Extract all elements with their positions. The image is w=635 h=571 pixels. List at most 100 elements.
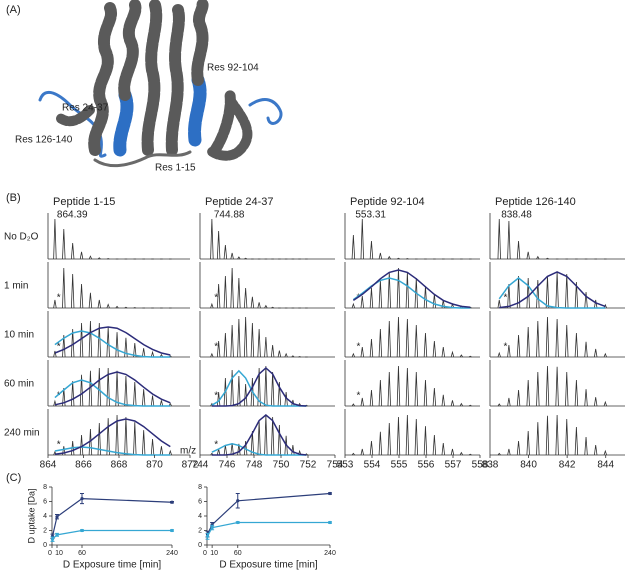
column-title: Peptide 1-15 bbox=[53, 196, 115, 208]
peak bbox=[536, 422, 540, 456]
peak bbox=[243, 440, 248, 456]
fit-curve bbox=[211, 366, 307, 407]
peak bbox=[168, 449, 172, 456]
row-label: No D₂O bbox=[4, 232, 39, 243]
fit-curve bbox=[352, 269, 471, 308]
point bbox=[170, 500, 174, 504]
peak bbox=[603, 449, 608, 456]
peak bbox=[396, 365, 401, 407]
peak bbox=[223, 332, 228, 358]
peak bbox=[277, 381, 282, 407]
peak bbox=[133, 381, 137, 407]
x-tick-label: 746 bbox=[219, 460, 236, 471]
peak bbox=[545, 257, 549, 260]
y-tick-label: 2 bbox=[198, 527, 202, 534]
peak bbox=[450, 350, 455, 358]
peak bbox=[351, 234, 356, 260]
peak bbox=[360, 295, 364, 309]
x-tick-label: 744 bbox=[192, 460, 209, 471]
peak bbox=[459, 451, 464, 456]
point bbox=[236, 520, 240, 525]
peak bbox=[159, 353, 164, 358]
protein-structure bbox=[38, 0, 283, 168]
x-tick-label: 838 bbox=[482, 460, 499, 471]
peak bbox=[507, 283, 511, 309]
x-tick-label: 750 bbox=[273, 460, 290, 471]
peak-label: 553.31 bbox=[355, 210, 386, 221]
peak bbox=[284, 435, 288, 456]
peak bbox=[159, 400, 164, 407]
peak bbox=[168, 402, 172, 407]
point bbox=[328, 520, 332, 525]
peak bbox=[468, 453, 472, 456]
point bbox=[236, 499, 240, 503]
peak bbox=[70, 328, 75, 358]
peak bbox=[351, 452, 355, 456]
peak bbox=[516, 334, 521, 358]
peak bbox=[507, 397, 511, 407]
column-title: Peptide 24-37 bbox=[205, 196, 274, 208]
peak bbox=[284, 391, 288, 407]
peak bbox=[210, 302, 214, 309]
peak bbox=[459, 354, 464, 358]
note: * bbox=[503, 293, 507, 304]
fit-curve bbox=[54, 326, 171, 356]
x-tick-label: 557 bbox=[445, 460, 462, 471]
fit-curve bbox=[499, 271, 606, 309]
peak bbox=[405, 414, 410, 456]
peak bbox=[250, 296, 255, 309]
peak bbox=[555, 318, 559, 358]
peak bbox=[584, 436, 588, 456]
point bbox=[80, 497, 84, 501]
note: * bbox=[357, 391, 361, 402]
peak bbox=[270, 344, 275, 358]
point bbox=[80, 528, 84, 533]
x-tick-label: 748 bbox=[246, 460, 263, 471]
row-label: 10 min bbox=[4, 330, 34, 341]
peak bbox=[70, 273, 75, 309]
peak bbox=[414, 418, 418, 456]
point bbox=[328, 491, 332, 496]
fit-curve bbox=[211, 414, 307, 456]
peak bbox=[387, 371, 391, 407]
peak bbox=[526, 430, 530, 456]
peak bbox=[124, 306, 128, 309]
peak bbox=[250, 430, 255, 456]
peak bbox=[270, 371, 275, 407]
fit-curve bbox=[54, 371, 171, 406]
peak bbox=[264, 336, 268, 358]
peak-label: 864.39 bbox=[57, 210, 88, 221]
peak bbox=[396, 267, 401, 309]
peak bbox=[565, 371, 569, 407]
peak bbox=[351, 403, 356, 407]
peak bbox=[360, 218, 364, 260]
x-tick-label: 10 bbox=[55, 550, 63, 557]
peak bbox=[545, 275, 550, 309]
x-tick-label: 60 bbox=[234, 550, 242, 557]
peak bbox=[210, 352, 214, 358]
peak-label: 838.48 bbox=[501, 210, 532, 221]
peak bbox=[396, 416, 401, 456]
peak bbox=[536, 255, 540, 260]
peak bbox=[351, 352, 356, 358]
note: * bbox=[57, 440, 61, 451]
peak bbox=[536, 371, 540, 407]
peak bbox=[230, 369, 234, 407]
peak bbox=[584, 291, 588, 309]
x-tick-label: 754 bbox=[327, 460, 344, 471]
peak bbox=[351, 302, 356, 309]
peak bbox=[97, 367, 101, 407]
peak bbox=[88, 428, 93, 456]
point bbox=[205, 534, 210, 538]
y-axis-label: D uptake [Da] bbox=[26, 488, 36, 543]
peak bbox=[536, 320, 540, 358]
peak bbox=[545, 365, 550, 407]
peak bbox=[378, 379, 383, 407]
peak bbox=[216, 283, 221, 309]
peak bbox=[79, 322, 84, 358]
column-title: Peptide 126-140 bbox=[495, 196, 576, 208]
peak bbox=[414, 324, 418, 358]
peak bbox=[237, 256, 241, 260]
peak bbox=[603, 400, 608, 407]
note: * bbox=[214, 391, 218, 402]
